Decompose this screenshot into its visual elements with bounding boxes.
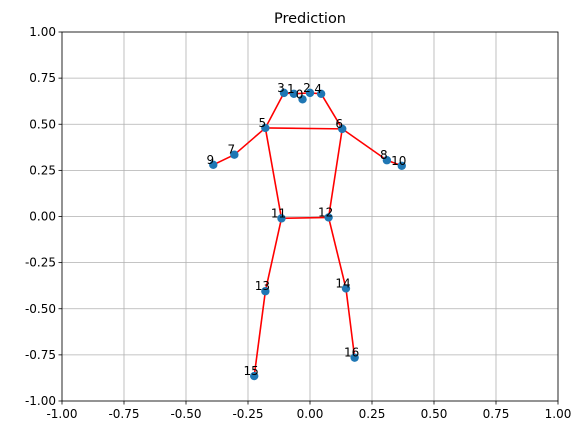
x-tick-label: 0.00 [297,407,324,421]
skeleton-edge [320,93,343,130]
keypoint-label-2: 2 [303,81,311,95]
keypoints [209,88,406,381]
keypoint-7 [230,150,239,159]
keypoint-15 [250,371,259,381]
keypoint-label-10: 10 [391,154,406,168]
keypoint-label-14: 14 [335,276,350,290]
x-axis-ticks: -1.00 -0.75 -0.50 -0.25 0.00 0.25 0.50 0.75 1.00 [46,401,571,421]
x-tick-label: -0.50 [170,407,201,421]
keypoint-label-0: 0 [296,87,304,101]
x-tick-label: 0.75 [483,407,510,421]
y-tick-label: -0.75 [25,348,56,362]
keypoint-label-16: 16 [344,346,359,360]
y-tick-label: -0.25 [25,256,56,270]
keypoint-8 [382,156,392,165]
y-tick-label: 0.50 [29,117,56,131]
y-axis-ticks: 1.00 0.75 0.50 0.25 0.00 -0.25 -0.50 -0.75 -1.00 [25,25,62,408]
keypoint-label-6: 6 [335,117,343,131]
skeleton-edge [327,217,347,289]
keypoint-5 [261,123,270,133]
keypoint-9 [209,160,218,170]
keypoint-13 [261,287,270,296]
keypoint-16 [350,353,359,362]
y-tick-label: -1.00 [25,394,56,408]
skeleton-edge [281,216,329,220]
keypoint-3 [279,88,289,98]
keypoint-6 [338,124,347,134]
keypoint-12 [324,213,333,222]
keypoint-label-4: 4 [314,82,322,96]
keypoint-2 [305,88,315,98]
x-tick-label: -0.75 [108,407,139,421]
skeleton-edge [233,127,266,156]
keypoint-label-7: 7 [228,143,236,157]
skeleton-edge [265,127,343,130]
y-tick-label: 0.75 [29,71,56,85]
keypoint-label-12: 12 [318,205,333,219]
y-tick-label: -0.50 [25,302,56,316]
keypoint-label-1: 1 [287,82,295,96]
x-tick-label: 1.00 [545,407,572,421]
skeleton-edge [341,128,388,161]
keypoint-label-13: 13 [255,279,270,293]
keypoint-0 [298,95,307,104]
keypoint-1 [289,89,299,99]
skeleton-lines [212,92,403,377]
keypoint-label-5: 5 [259,116,267,130]
skeleton-edge [264,127,283,219]
y-tick-label: 0.00 [29,210,56,224]
y-tick-label: 0.25 [29,163,56,177]
keypoint-10 [397,161,406,170]
y-tick-label: 1.00 [29,25,56,39]
keypoint-label-8: 8 [380,148,388,162]
skeleton-edge [253,291,267,377]
skeleton-edge [264,92,285,129]
keypoint-11 [277,214,286,223]
x-tick-label: -0.25 [232,407,263,421]
chart-title: Prediction [274,11,346,27]
keypoint-label-9: 9 [206,153,214,167]
skeleton-edge [264,218,283,292]
keypoint-label-3: 3 [277,81,285,95]
keypoint-label-11: 11 [271,206,286,220]
skeleton-edge [345,288,356,358]
keypoint-14 [341,284,351,293]
x-tick-label: 0.50 [421,407,448,421]
skeleton-edge [327,128,344,218]
keypoint-label-15: 15 [244,364,259,378]
x-tick-label: 0.25 [359,407,386,421]
keypoint-4 [316,89,326,99]
x-tick-label: -1.00 [46,407,77,421]
